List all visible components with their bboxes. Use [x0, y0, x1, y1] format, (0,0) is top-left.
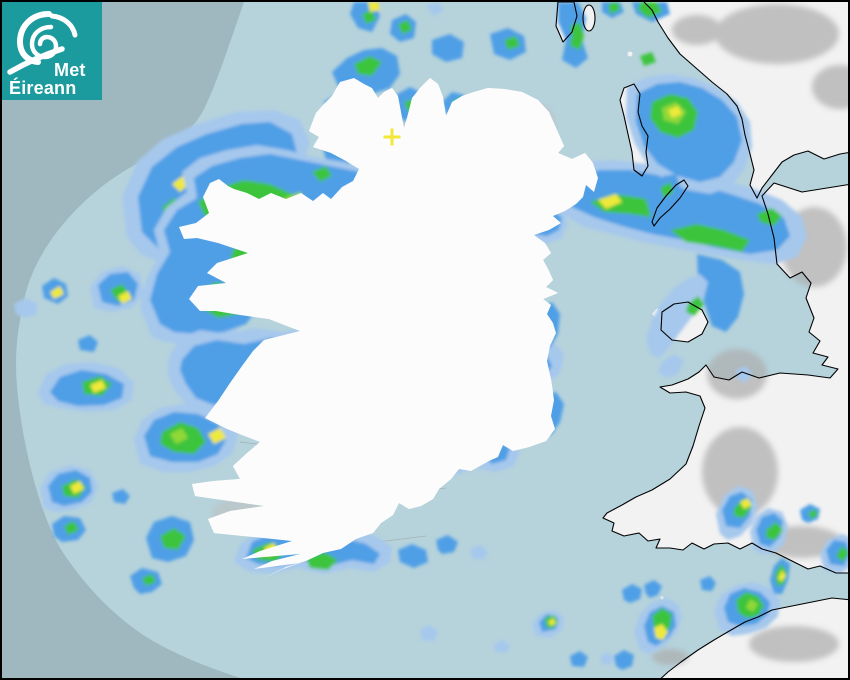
england-wales-landmass — [603, 183, 848, 573]
rain-cell-wales-showers — [700, 486, 848, 594]
rain-cell-northeast-band — [550, 160, 807, 332]
logo-text-line2: Éireann — [9, 78, 77, 98]
radar-site-marker — [383, 128, 401, 146]
coastlines — [178, 2, 848, 678]
logo-text-line1: Met — [54, 60, 86, 80]
rain-cell-pembroke — [600, 598, 682, 670]
rain-cell-galloway — [626, 2, 752, 194]
met-eireann-logo: Met Éireann — [2, 2, 102, 100]
rain-cell-southwest-offshore — [14, 266, 238, 594]
grassholm-islet — [660, 596, 664, 600]
sea-out-of-radar-range — [2, 2, 244, 678]
rain-cell-celtic-sea — [420, 580, 662, 667]
hurricane-swirl-icon — [7, 11, 78, 75]
ailsa-craig-island — [627, 51, 633, 57]
arran-island — [583, 5, 595, 31]
